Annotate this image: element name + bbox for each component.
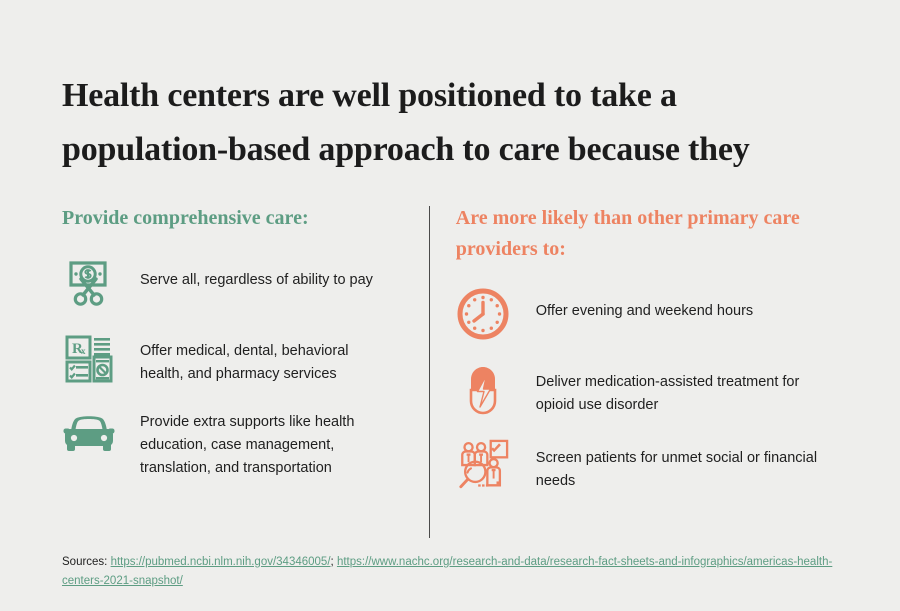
sources-separator: ;	[330, 555, 334, 568]
sources-label: Sources:	[62, 555, 108, 568]
list-item-label: Offer evening and weekend hours	[535, 302, 754, 319]
list-item: R x	[62, 332, 394, 386]
column-more-likely-than-other-providers: Are more likely than other primary care …	[420, 203, 838, 515]
list-item-label: Deliver medication-assisted treatment fo…	[535, 373, 800, 413]
list-item: Offer evening and weekend hours	[456, 287, 838, 341]
list-item: Provide extra supports like health educa…	[62, 408, 394, 480]
list-item: Serve all, regardless of ability to pay	[62, 256, 394, 310]
list-item-label: Serve all, regardless of ability to pay	[140, 271, 373, 288]
pill-lightning-icon	[456, 363, 510, 417]
column-heading-right: Are more likely than other primary care …	[455, 206, 800, 260]
list-item-label: Screen patients for unmet social or fina…	[535, 449, 818, 489]
list-item-label: Provide extra supports like health educa…	[140, 413, 355, 476]
infographic-page: Health centers are well positioned to ta…	[0, 23, 900, 611]
money-scissors-icon	[62, 256, 116, 310]
svg-text:x: x	[81, 346, 86, 356]
columns-container: Provide comprehensive care:	[62, 203, 838, 538]
list-item: Deliver medication-assisted treatment fo…	[456, 363, 838, 417]
svg-text:R: R	[72, 341, 83, 357]
column-comprehensive-care: Provide comprehensive care:	[62, 203, 420, 515]
source-link-pubmed[interactable]: https://pubmed.ncbi.nlm.nih.gov/34346005…	[110, 555, 331, 568]
people-magnifier-checklist-icon	[456, 439, 510, 493]
page-title: Health centers are well positioned to ta…	[62, 76, 750, 168]
column-divider	[429, 205, 430, 538]
prescription-pad-icon: R x	[62, 332, 116, 386]
clock-icon	[456, 287, 510, 341]
column-heading-left: Provide comprehensive care:	[62, 206, 309, 229]
list-item-label: Offer medical, dental, behavioral health…	[140, 342, 349, 382]
list-item: Screen patients for unmet social or fina…	[456, 439, 838, 493]
car-icon	[62, 408, 116, 462]
source-link-nachc[interactable]: https://www.nachc.org/research-and-data/…	[62, 555, 833, 587]
sources-footer: Sources: https://pubmed.ncbi.nlm.nih.gov…	[62, 553, 852, 591]
